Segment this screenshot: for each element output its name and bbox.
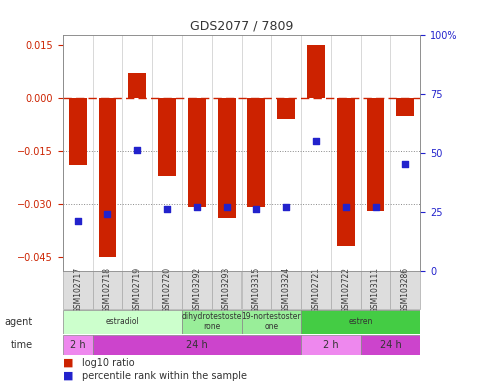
Bar bbox=[99, 98, 116, 257]
Text: estradiol: estradiol bbox=[105, 317, 139, 326]
Bar bbox=[361, 271, 390, 309]
Bar bbox=[188, 98, 206, 207]
Point bbox=[342, 204, 350, 210]
Bar bbox=[361, 334, 420, 355]
Text: GSM103111: GSM103111 bbox=[371, 267, 380, 313]
Bar bbox=[128, 73, 146, 98]
Text: ■: ■ bbox=[63, 358, 73, 368]
Text: GSM102719: GSM102719 bbox=[133, 267, 142, 313]
Title: GDS2077 / 7809: GDS2077 / 7809 bbox=[190, 19, 293, 32]
Text: log10 ratio: log10 ratio bbox=[82, 358, 135, 368]
Bar bbox=[301, 310, 420, 334]
Point bbox=[401, 161, 409, 167]
Text: GSM103315: GSM103315 bbox=[252, 267, 261, 313]
Bar bbox=[63, 271, 93, 309]
Text: GSM102720: GSM102720 bbox=[163, 267, 171, 313]
Bar bbox=[218, 98, 236, 218]
Point bbox=[133, 147, 141, 153]
Bar bbox=[152, 271, 182, 309]
Bar bbox=[182, 310, 242, 334]
Text: 19-nortestoster
one: 19-nortestoster one bbox=[242, 312, 301, 331]
Text: GSM103324: GSM103324 bbox=[282, 267, 291, 313]
Text: 24 h: 24 h bbox=[380, 339, 401, 350]
Point bbox=[104, 211, 112, 217]
Text: GSM103286: GSM103286 bbox=[401, 267, 410, 313]
Bar bbox=[367, 98, 384, 211]
Bar bbox=[307, 45, 325, 98]
Bar bbox=[247, 98, 265, 207]
Bar bbox=[390, 271, 420, 309]
Point bbox=[312, 138, 320, 144]
Text: GSM103292: GSM103292 bbox=[192, 267, 201, 313]
Point bbox=[193, 204, 201, 210]
Bar bbox=[277, 98, 295, 119]
Bar bbox=[182, 271, 212, 309]
Bar bbox=[242, 310, 301, 334]
Text: GSM103293: GSM103293 bbox=[222, 267, 231, 313]
Bar bbox=[212, 271, 242, 309]
Bar bbox=[301, 334, 361, 355]
Bar bbox=[158, 98, 176, 175]
Text: percentile rank within the sample: percentile rank within the sample bbox=[82, 371, 247, 381]
Bar bbox=[63, 334, 93, 355]
Bar bbox=[301, 271, 331, 309]
Text: time: time bbox=[11, 339, 33, 350]
Bar bbox=[69, 98, 86, 165]
Text: GSM102718: GSM102718 bbox=[103, 267, 112, 313]
Text: dihydrotestoste
rone: dihydrotestoste rone bbox=[182, 312, 242, 331]
Text: 2 h: 2 h bbox=[70, 339, 85, 350]
Text: estren: estren bbox=[348, 317, 373, 326]
Bar bbox=[337, 98, 355, 246]
Point bbox=[223, 204, 230, 210]
Text: GSM102722: GSM102722 bbox=[341, 267, 350, 313]
Text: GSM102717: GSM102717 bbox=[73, 267, 82, 313]
Text: 2 h: 2 h bbox=[323, 339, 339, 350]
Text: 24 h: 24 h bbox=[186, 339, 208, 350]
Point bbox=[74, 218, 82, 224]
Point bbox=[282, 204, 290, 210]
Text: ■: ■ bbox=[63, 371, 73, 381]
Bar bbox=[93, 271, 122, 309]
Bar bbox=[122, 271, 152, 309]
Bar bbox=[331, 271, 361, 309]
Bar bbox=[242, 271, 271, 309]
Text: GSM102721: GSM102721 bbox=[312, 267, 320, 313]
Point bbox=[372, 204, 380, 210]
Point bbox=[163, 206, 171, 212]
Bar bbox=[397, 98, 414, 116]
Bar bbox=[271, 271, 301, 309]
Point bbox=[253, 206, 260, 212]
Text: agent: agent bbox=[5, 316, 33, 327]
Bar bbox=[93, 334, 301, 355]
Bar bbox=[63, 310, 182, 334]
